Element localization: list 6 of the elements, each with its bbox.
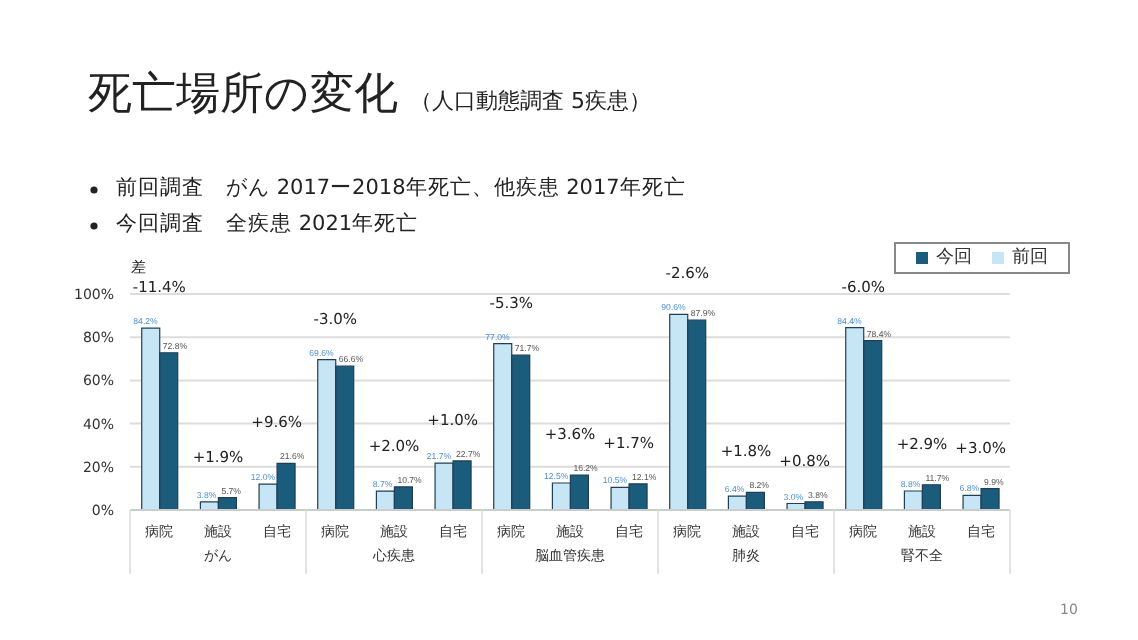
text: 今回調査 全疾患 2021年死亡 [116,210,419,238]
chart-title: 死亡場所の変化 [88,70,398,120]
legend-label: 前回 [1012,248,1048,268]
text: 前回調査 がん 2017ー2018年死亡、他疾患 2017年死亡 [116,174,686,202]
legend-label: 今回 [936,248,972,268]
chart-subtitle: （人口動態調査 5疾患） [410,88,651,114]
